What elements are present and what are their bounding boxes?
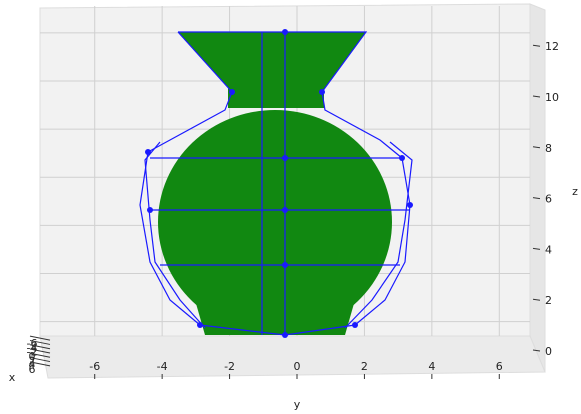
control-net <box>139 31 413 336</box>
z-tick <box>532 95 541 98</box>
control-point <box>282 29 288 35</box>
z-tick-label: 8 <box>545 142 552 155</box>
z-tick-label: 6 <box>545 193 552 206</box>
y-tick-label: 6 <box>496 360 503 373</box>
x-tick-label: 2 <box>29 354 36 367</box>
x-tick <box>29 357 51 363</box>
z-tick <box>532 197 541 200</box>
control-points <box>145 29 413 338</box>
vase-collar <box>228 88 324 108</box>
control-point <box>399 155 405 161</box>
x-tick <box>29 339 51 345</box>
x-tick <box>29 344 51 350</box>
x-tick <box>29 335 51 341</box>
net-line <box>144 141 206 329</box>
z-tick <box>532 247 541 250</box>
net-line <box>344 141 413 329</box>
control-point <box>407 202 413 208</box>
control-point <box>282 155 288 161</box>
y-tick-label: 4 <box>428 360 435 373</box>
vase <box>139 29 413 338</box>
x-tick <box>29 352 51 358</box>
x-tick-label: 4 <box>29 359 36 372</box>
y-tick-label: -6 <box>89 360 100 373</box>
vase-neck <box>178 32 366 92</box>
control-point <box>229 89 235 95</box>
vase-base <box>195 300 355 335</box>
y-tick-label: 2 <box>361 360 368 373</box>
control-point <box>145 149 151 155</box>
y-tick-label: 0 <box>294 360 301 373</box>
control-point <box>282 332 288 338</box>
x-axis-label: x <box>9 371 16 384</box>
z-tick-label: 12 <box>545 40 559 53</box>
y-tick-label: -4 <box>157 360 168 373</box>
floor-pane <box>39 335 546 379</box>
x-tick-label: -6 <box>27 337 38 350</box>
net-outline <box>139 31 411 336</box>
control-point <box>352 322 358 328</box>
y-axis-label: y <box>294 398 301 411</box>
control-point <box>147 207 153 213</box>
y-tick-label: -2 <box>224 360 235 373</box>
z-tick-label: 0 <box>545 345 552 358</box>
control-point <box>319 89 325 95</box>
x-tick-label: -2 <box>27 346 38 359</box>
x-tick-label: 6 <box>29 363 36 376</box>
control-point <box>282 262 288 268</box>
control-point <box>197 322 203 328</box>
z-tick <box>532 298 541 301</box>
z-tick <box>532 349 541 352</box>
z-axis-label: z <box>572 185 578 198</box>
z-tick-label: 4 <box>545 243 552 256</box>
x-tick-label: 0 <box>29 350 36 363</box>
x-tick <box>29 361 51 367</box>
z-tick <box>532 44 541 47</box>
z-tick-label: 10 <box>545 91 559 104</box>
vase-body <box>158 110 392 334</box>
control-point <box>282 207 288 213</box>
x-tick-label: -4 <box>27 341 38 354</box>
z-tick <box>532 146 541 149</box>
x-tick <box>29 348 51 354</box>
z-tick-label: 2 <box>545 294 552 307</box>
side-pane <box>529 3 546 373</box>
